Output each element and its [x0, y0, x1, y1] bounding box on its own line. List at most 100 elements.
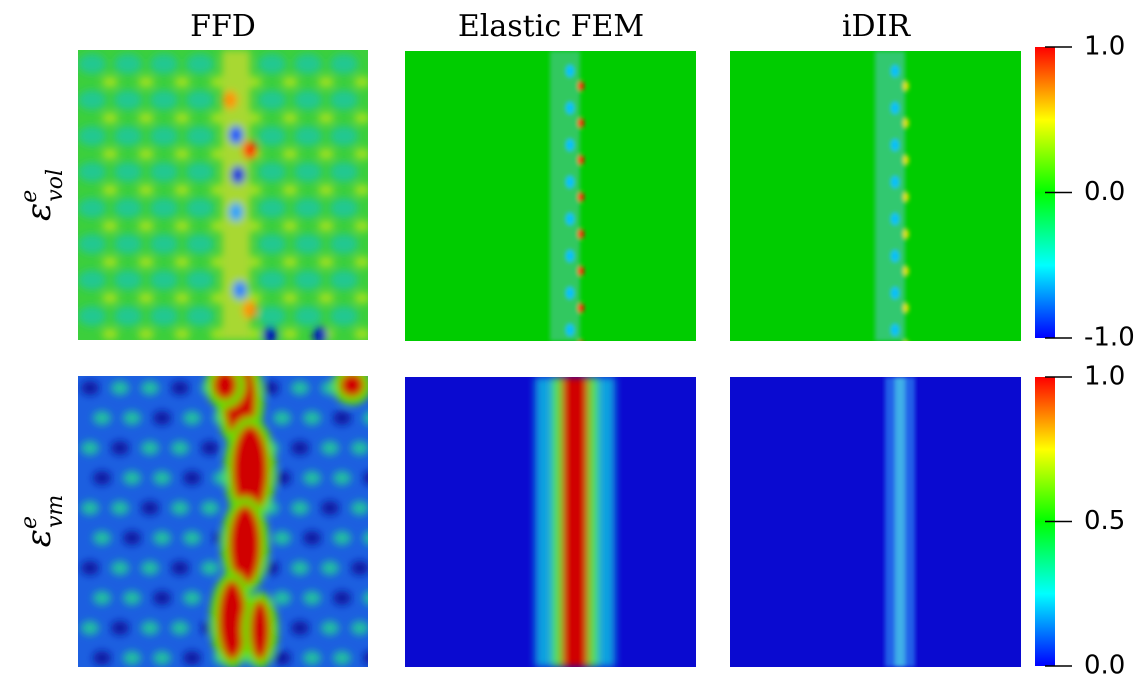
texture: [282, 76, 298, 88]
texture: [282, 220, 298, 232]
texture: [213, 370, 237, 400]
texture: [891, 287, 899, 299]
texture: [273, 651, 291, 665]
texture: [258, 270, 286, 290]
tick-label: 1.0: [1084, 362, 1125, 392]
texture: [282, 292, 298, 304]
texture: [183, 651, 201, 665]
texture: [153, 531, 171, 545]
texture: [903, 229, 909, 239]
texture: [201, 501, 219, 515]
texture: [318, 256, 334, 268]
texture: [186, 198, 214, 218]
texture: [903, 118, 909, 128]
texture: [218, 580, 246, 660]
texture: [93, 591, 111, 605]
texture: [171, 441, 189, 455]
texture: [111, 381, 129, 395]
texture: [150, 306, 178, 326]
texture: [321, 561, 339, 575]
texture: [578, 192, 584, 202]
texture: [891, 102, 899, 114]
texture: [578, 266, 584, 276]
texture: [150, 54, 178, 74]
texture: [183, 471, 201, 485]
texture: [282, 148, 298, 160]
texture: [363, 651, 381, 665]
texture: [303, 471, 321, 485]
texture: [282, 328, 298, 340]
texture: [354, 76, 370, 88]
texture: [93, 411, 111, 425]
texture: [318, 76, 334, 88]
texture: [903, 340, 909, 350]
heatmaps: [78, 50, 1021, 668]
column-title: Elastic FEM: [458, 9, 644, 44]
texture: [114, 54, 142, 74]
texture: [330, 198, 358, 218]
texture: [102, 112, 118, 124]
texture: [578, 155, 584, 165]
texture: [258, 234, 286, 254]
texture: [354, 112, 370, 124]
texture: [330, 234, 358, 254]
texture: [229, 126, 243, 144]
texture: [81, 621, 99, 635]
texture: [81, 501, 99, 515]
idir-vm-map: [730, 377, 1021, 667]
texture: [273, 531, 291, 545]
texture: [138, 256, 154, 268]
texture: [114, 306, 142, 326]
texture: [333, 471, 351, 485]
texture: [114, 198, 142, 218]
texture: [174, 76, 190, 88]
texture: [174, 112, 190, 124]
texture: [291, 621, 309, 635]
fem-vol-map: [405, 51, 696, 350]
texture: [186, 90, 214, 110]
texture: [114, 126, 142, 146]
texture: [891, 176, 899, 188]
texture: [578, 118, 584, 128]
texture: [263, 326, 277, 344]
subscript: vm: [43, 495, 68, 528]
texture: [273, 591, 291, 605]
texture: [291, 381, 309, 395]
texture: [566, 324, 574, 336]
texture: [114, 162, 142, 182]
texture: [294, 270, 322, 290]
texture: [81, 381, 99, 395]
texture: [351, 501, 369, 515]
texture: [566, 139, 574, 151]
texture: [282, 112, 298, 124]
texture: [578, 340, 584, 350]
texture: [282, 256, 298, 268]
texture: [258, 90, 286, 110]
texture: [303, 411, 321, 425]
texture: [903, 266, 909, 276]
texture: [318, 220, 334, 232]
row-label: εevm: [17, 495, 68, 548]
texture: [566, 213, 574, 225]
texture: [171, 501, 189, 515]
texture: [330, 162, 358, 182]
texture: [174, 328, 190, 340]
texture: [141, 501, 159, 515]
texture: [891, 65, 899, 77]
texture: [351, 561, 369, 575]
texture: [123, 591, 141, 605]
tick-label: 0.0: [1084, 177, 1125, 207]
texture: [875, 51, 905, 341]
texture: [566, 250, 574, 262]
texture: [183, 591, 201, 605]
texture: [318, 184, 334, 196]
texture: [150, 162, 178, 182]
texture: [354, 220, 370, 232]
ffd-vm-map: [78, 352, 381, 668]
texture: [102, 184, 118, 196]
texture: [550, 51, 580, 341]
texture: [141, 441, 159, 455]
texture: [123, 471, 141, 485]
texture: [250, 600, 270, 660]
ffd-vol-map: [78, 50, 370, 344]
